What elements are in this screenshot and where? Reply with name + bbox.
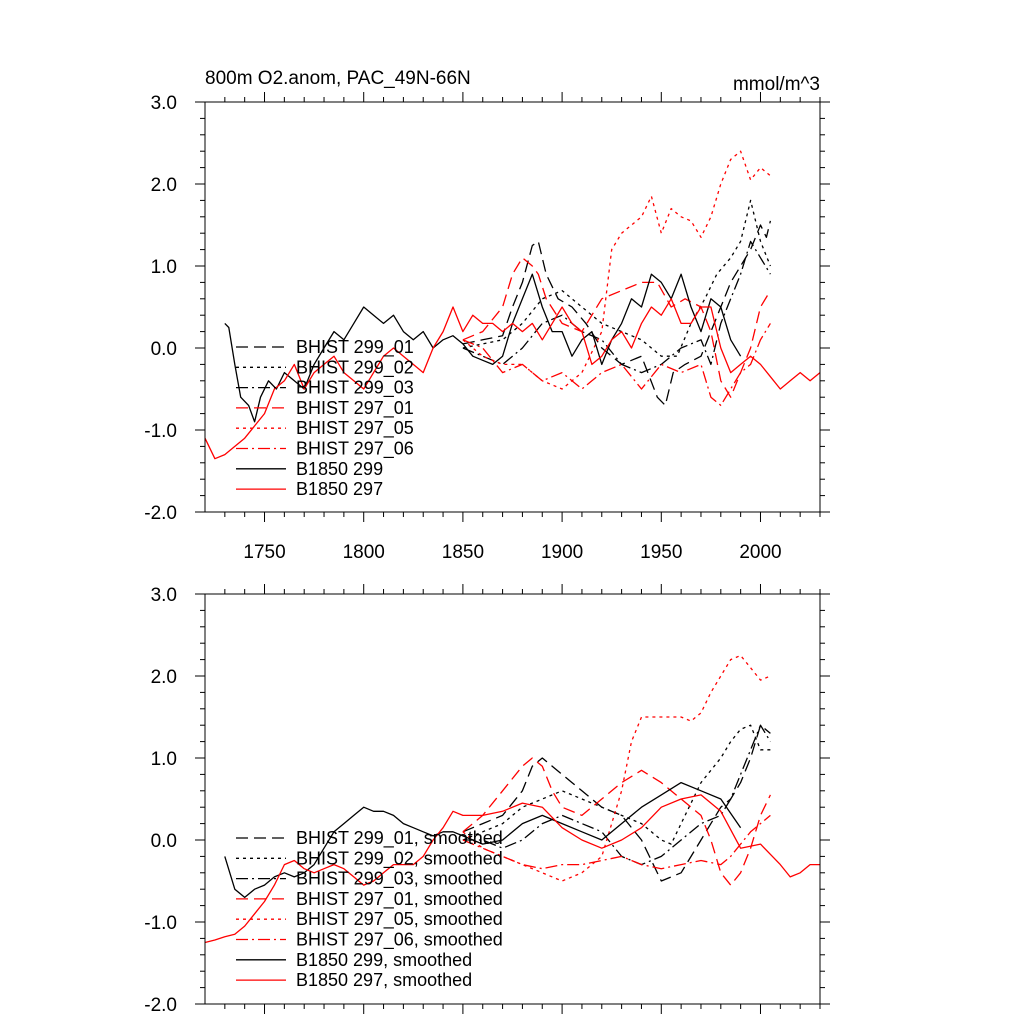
x-tick-label: 1800 (343, 542, 385, 563)
x-tick-label: 1750 (243, 542, 285, 563)
series-line-bhist-297-01 (462, 257, 771, 398)
series-group (204, 150, 821, 460)
legend-label: BHIST 297_05 (296, 418, 414, 439)
y-tick-label: 0.0 (151, 831, 177, 852)
legend-label: B1850 299 (296, 459, 383, 479)
axis-ticks: 3.0 2.0 1.0 0.0 -1.0 -2.0 1750 1800 1850 1900 1950… (144, 92, 830, 563)
legend-label: BHIST 299_01, smoothed (296, 828, 503, 849)
series-line-bhist-299-01 (462, 220, 772, 407)
legend-label: B1850 297, smoothed (296, 970, 472, 990)
chart-title-left: 800m O2.anom, PAC_49N-66N (205, 68, 471, 89)
chart-units-label: mmol/m^3 (733, 74, 820, 95)
panel-top: 800m O2.anom, PAC_49N-66N mmol/m^3 3.0 2.… (144, 68, 830, 563)
legend-label: BHIST 299_03 (296, 378, 414, 399)
series-line-bhist-297-06-smoothed (462, 814, 771, 870)
y-tick-label: -2.0 (144, 995, 177, 1016)
series-line-bhist-299-03 (462, 240, 771, 374)
y-tick-label: 2.0 (151, 175, 177, 196)
series-line-b1850-299 (224, 273, 742, 423)
series-line-bhist-297-01-smoothed (462, 757, 771, 886)
x-tick-label: 1900 (541, 542, 583, 563)
y-tick-label: 2.0 (151, 667, 177, 688)
legend-label: BHIST 297_01 (296, 398, 414, 419)
legend-label: B1850 297 (296, 479, 383, 499)
y-tick-label: 3.0 (151, 585, 177, 606)
legend-label: BHIST 297_06 (296, 439, 414, 460)
x-tick-label: 1850 (442, 542, 484, 563)
panel-bottom: 3.0 2.0 1.0 0.0 -1.0 -2.0 BHIST 299_01, smoot… (144, 584, 830, 1016)
x-tick-label: 2000 (739, 542, 781, 563)
y-tick-label: 0.0 (151, 339, 177, 360)
legend-label: BHIST 299_01 (296, 337, 414, 358)
series-line-bhist-299-01-smoothed (462, 724, 771, 882)
y-tick-label: -1.0 (144, 913, 177, 934)
y-tick-label: -1.0 (144, 421, 177, 442)
y-tick-label: 1.0 (151, 749, 177, 770)
series-line-bhist-299-02 (462, 199, 772, 357)
plot-frame (204, 593, 821, 1005)
legend-label: BHIST 299_02, smoothed (296, 848, 503, 869)
legend-label: BHIST 297_01, smoothed (296, 889, 503, 910)
x-tick-label: 1950 (640, 542, 682, 563)
y-tick-label: 1.0 (151, 257, 177, 278)
legend-label: BHIST 299_03, smoothed (296, 869, 503, 890)
series-line-b1850-297 (204, 298, 821, 460)
y-tick-label: -2.0 (144, 503, 177, 524)
series-line-bhist-297-06 (462, 323, 771, 407)
series-line-bhist-297-05-smoothed (462, 654, 771, 882)
legend-label: BHIST 297_06, smoothed (296, 930, 503, 951)
series-line-bhist-299-03-smoothed (462, 724, 771, 866)
y-tick-label: 3.0 (151, 93, 177, 114)
legend-label: B1850 299, smoothed (296, 950, 472, 970)
series-line-bhist-297-05 (462, 150, 771, 390)
series-group (204, 654, 820, 944)
series-line-bhist-299-02-smoothed (462, 724, 771, 845)
legend-label: BHIST 297_05, smoothed (296, 909, 503, 930)
plot-frame (204, 101, 821, 513)
axis-ticks: 3.0 2.0 1.0 0.0 -1.0 -2.0 (144, 584, 830, 1016)
series-line-b1850-297-smoothed (204, 794, 820, 944)
legend-label: BHIST 299_02 (296, 357, 414, 378)
series-line-b1850-299-smoothed (224, 781, 742, 899)
